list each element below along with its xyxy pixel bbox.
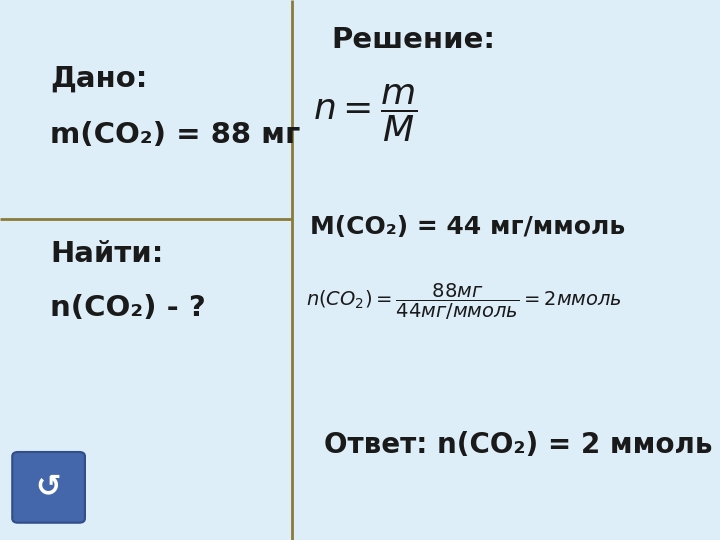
Text: Дано:: Дано: — [50, 64, 148, 92]
Text: Найти:: Найти: — [50, 240, 163, 268]
FancyBboxPatch shape — [12, 452, 85, 523]
Text: $\mathit{n} = \dfrac{\mathit{m}}{\mathit{M}}$: $\mathit{n} = \dfrac{\mathit{m}}{\mathit… — [313, 83, 418, 144]
Text: n(CO₂) - ?: n(CO₂) - ? — [50, 294, 206, 322]
Text: m(CO₂) = 88 мг: m(CO₂) = 88 мг — [50, 121, 301, 149]
Text: ↺: ↺ — [36, 473, 61, 502]
Text: M(CO₂) = 44 мг/ммоль: M(CO₂) = 44 мг/ммоль — [310, 215, 625, 239]
Text: Решение:: Решение: — [331, 26, 495, 55]
Text: Ответ: n(CO₂) = 2 ммоль: Ответ: n(CO₂) = 2 ммоль — [324, 431, 713, 460]
Text: $\mathit{n}(\mathit{CO}_2)=\dfrac{88\mathit{мг}}{44\mathit{мг}/\mathit{ммоль}}=2: $\mathit{n}(\mathit{CO}_2)=\dfrac{88\mat… — [306, 282, 622, 322]
